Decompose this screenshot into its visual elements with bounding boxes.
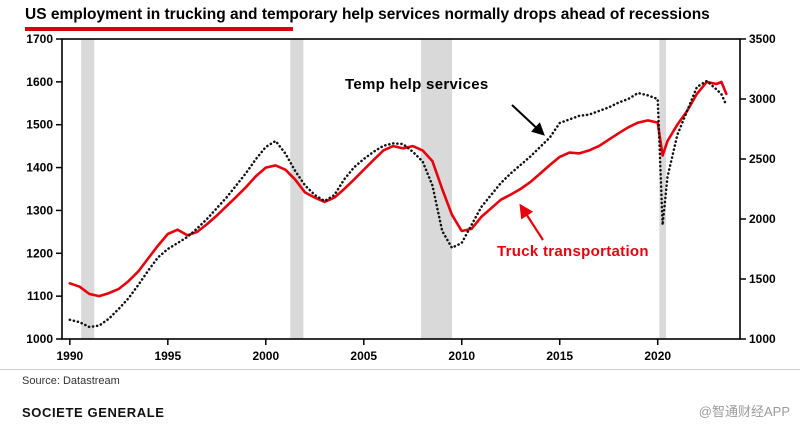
chart-area: 1000 1100 1200 1300 1400 1500 1600 1700 1000 1500…	[0, 31, 800, 367]
x-tick-label: 2020	[644, 349, 671, 363]
brand-societe-generale: SOCIETE GENERALE	[22, 405, 165, 420]
x-tick-label: 1990	[56, 349, 83, 363]
y-left-tick-label: 1700	[26, 32, 53, 46]
x-tick-label: 2010	[448, 349, 475, 363]
y-right-tick-label: 1500	[749, 272, 776, 286]
y-right-tick-label: 1000	[749, 332, 776, 346]
x-tick-label: 2000	[252, 349, 279, 363]
y-right-tick-label: 3500	[749, 32, 776, 46]
chart-render-layer: 1000 1100 1200 1300 1400 1500 1600 1700 1000 1500…	[26, 32, 776, 363]
annotation-temp-help-services: Temp help services	[345, 76, 489, 93]
source-note: Source: Datastream	[0, 369, 800, 391]
watermark-zhitong: @智通财经APP	[698, 404, 790, 419]
temp-help-annotation-arrow	[511, 104, 545, 136]
series-temp-help-services	[68, 79, 728, 329]
recession-band	[81, 39, 95, 339]
annotation-truck-transportation: Truck transportation	[497, 243, 649, 260]
truck-annotation-arrow	[519, 203, 544, 241]
y-left-tick-label: 1400	[26, 161, 53, 175]
y-left-tick-label: 1600	[26, 75, 53, 89]
y-right-tick-label: 2500	[749, 152, 776, 166]
title-underline	[25, 27, 293, 31]
series-truck-transportation	[68, 80, 728, 298]
employment-line-chart: 1000 1100 1200 1300 1400 1500 1600 1700 1000 1500…	[26, 32, 776, 363]
y-right-tick-label: 2000	[749, 212, 776, 226]
page-title: US employment in trucking and temporary …	[25, 6, 710, 23]
y-left-tick-label: 1200	[26, 246, 53, 260]
plot-border	[61, 38, 741, 340]
recession-band	[290, 39, 304, 339]
y-left-tick-label: 1100	[27, 289, 53, 303]
y-left-tick-label: 1300	[26, 203, 53, 217]
recession-band	[659, 39, 666, 339]
x-tick-label: 2015	[546, 349, 573, 363]
y-left-tick-label: 1000	[26, 332, 53, 346]
x-tick-label: 1995	[154, 349, 181, 363]
footer: SOCIETE GENERALE @智通财经APP	[0, 391, 800, 420]
x-tick-label: 2005	[350, 349, 377, 363]
header: US employment in trucking and temporary …	[0, 0, 800, 31]
recession-band	[421, 39, 452, 339]
y-left-tick-label: 1500	[26, 118, 53, 132]
y-right-tick-label: 3000	[749, 92, 776, 106]
